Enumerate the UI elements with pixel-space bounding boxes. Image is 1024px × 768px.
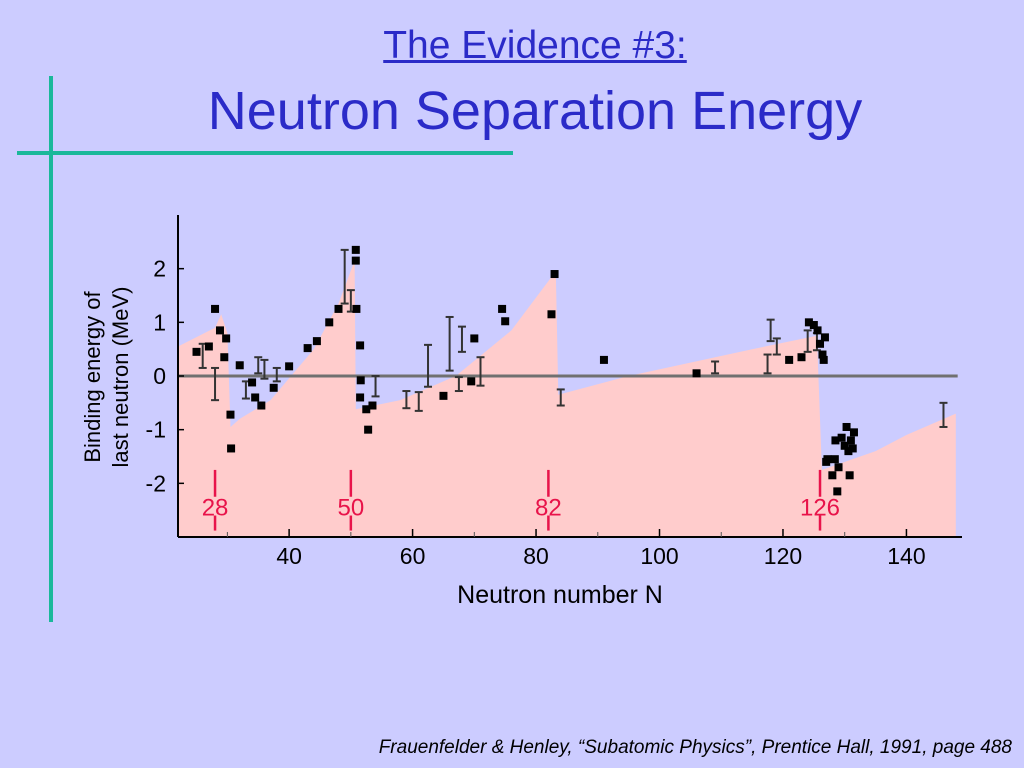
y-axis-label-line: Binding energy of — [80, 290, 105, 462]
data-point — [823, 455, 832, 464]
data-point — [830, 455, 839, 464]
x-tick-label: 80 — [523, 543, 549, 569]
data-point — [248, 378, 257, 387]
y-axis-label-line: last neutron (MeV) — [108, 287, 133, 468]
data-point — [813, 326, 822, 335]
citation: Frauenfelder & Henley, “Subatomic Physic… — [378, 737, 1012, 758]
data-point — [211, 304, 220, 313]
y-tick-label: 1 — [153, 309, 166, 335]
data-point — [840, 441, 849, 450]
x-tick-label: 60 — [400, 543, 426, 569]
data-point — [356, 376, 365, 385]
data-point — [368, 401, 377, 410]
data-point — [192, 347, 201, 356]
data-point — [845, 471, 854, 480]
data-point — [828, 471, 837, 480]
slide-subtitle: Neutron Separation Energy — [207, 81, 863, 141]
data-point — [351, 245, 360, 254]
data-point — [356, 341, 365, 350]
data-point — [846, 436, 855, 445]
data-point — [439, 391, 448, 400]
x-axis-label: Neutron number N — [457, 581, 663, 609]
data-point — [351, 256, 360, 265]
data-point — [818, 350, 827, 359]
data-point — [842, 422, 851, 431]
data-point — [215, 326, 224, 335]
magic-number-label: 82 — [535, 494, 562, 521]
data-point — [364, 425, 373, 434]
y-tick-label: -2 — [146, 470, 166, 496]
data-point — [269, 383, 278, 392]
data-point — [833, 487, 842, 496]
data-point — [251, 393, 260, 402]
data-point — [547, 310, 556, 319]
y-tick-label: 2 — [153, 256, 166, 282]
data-point — [599, 355, 608, 364]
data-point — [352, 304, 361, 313]
data-point — [837, 433, 846, 442]
data-point — [356, 393, 365, 402]
y-tick-label: -1 — [146, 417, 166, 443]
data-point — [334, 304, 343, 313]
data-point — [820, 333, 829, 342]
x-tick-label: 100 — [640, 543, 678, 569]
data-point — [312, 337, 321, 346]
data-point — [467, 377, 476, 386]
data-point — [222, 334, 231, 343]
decor-horizontal-line — [17, 151, 513, 155]
data-point — [550, 270, 559, 279]
envelope-area — [178, 260, 956, 537]
slide-title: The Evidence #3: — [383, 24, 687, 67]
data-point — [785, 355, 794, 364]
data-point — [849, 428, 858, 437]
data-point — [325, 318, 334, 327]
data-point — [257, 401, 266, 410]
data-point — [204, 342, 213, 351]
data-point — [303, 344, 312, 353]
data-point — [501, 317, 510, 326]
data-point — [819, 355, 828, 364]
data-point — [848, 444, 857, 453]
data-point — [498, 304, 507, 313]
data-point — [816, 339, 825, 348]
magic-number-label: 126 — [800, 494, 840, 521]
data-point — [227, 444, 236, 453]
y-tick-label: 0 — [153, 363, 166, 389]
data-point — [362, 405, 371, 414]
data-point — [285, 362, 294, 371]
data-point — [834, 463, 843, 472]
data-point — [235, 361, 244, 370]
data-point — [226, 410, 235, 419]
magic-number-label: 28 — [202, 494, 229, 521]
x-tick-label: 140 — [887, 543, 925, 569]
magic-number-label: 50 — [337, 494, 364, 521]
decor-vertical-line — [49, 76, 53, 622]
data-point — [804, 318, 813, 327]
data-point — [692, 369, 701, 378]
data-point — [844, 447, 853, 456]
data-point — [470, 334, 479, 343]
data-point — [220, 353, 229, 362]
x-tick-label: 40 — [276, 543, 302, 569]
data-point — [809, 321, 818, 330]
data-point — [797, 353, 806, 362]
data-point — [831, 436, 840, 445]
x-tick-label: 120 — [764, 543, 802, 569]
